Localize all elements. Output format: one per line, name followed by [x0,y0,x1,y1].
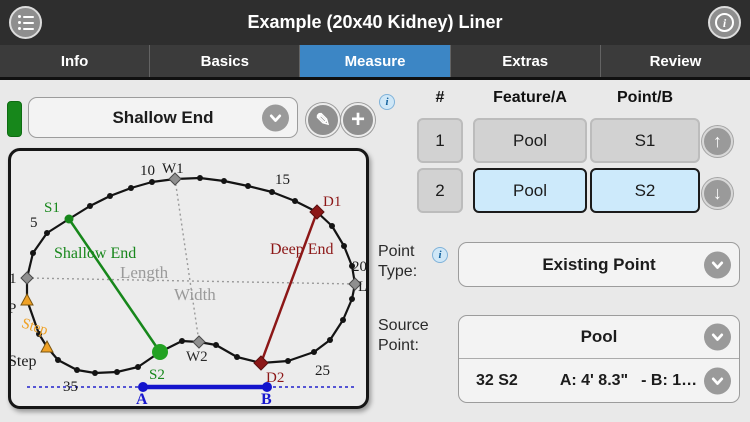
info-button[interactable]: i [708,6,741,39]
point-type-info-icon[interactable]: i [432,247,448,263]
label-w1: W1 [162,161,184,177]
label-l: L [358,279,366,295]
tab-info[interactable]: Info [0,45,151,77]
row1-feature-cell[interactable]: Pool [473,118,587,163]
info-icon: i [715,13,734,32]
source-feature-dropdown[interactable]: Pool [459,316,739,359]
label-a: A [136,391,148,406]
step-point-label: P [11,301,16,317]
source-point-measure-a: A: 4' 8.3" [559,372,629,389]
move-down-button[interactable]: ↓ [702,178,733,209]
point-b-marker[interactable] [262,382,272,392]
column-header-number: # [435,89,445,106]
source-point-measure-b: - B: 1… [641,372,698,389]
perimeter-dots [30,175,355,376]
column-header-point: Point/B [617,89,673,106]
pencil-icon: ✎ [315,109,331,130]
perimeter-label-10: 10 [140,163,155,179]
shallow-end-line [67,218,162,353]
label-b: B [261,391,272,406]
perimeter-label-1: 1 [11,271,17,287]
pool-diagram: 1 5 10 15 20 25 35 L W1 W2 S1 S2 D1 D2 S… [8,148,369,409]
table-info-icon[interactable]: i [379,94,395,110]
perimeter-label-15: 15 [275,172,290,188]
label-s2: S2 [149,367,165,383]
list-icon [17,15,34,30]
chevron-down-icon [704,367,731,395]
source-point-id: 32 S2 [476,372,518,389]
tab-review[interactable]: Review [649,52,702,70]
tab-divider [0,77,750,80]
perimeter-label-35: 35 [63,379,78,395]
perimeter-label-20: 20 [352,259,366,275]
row2-feature-cell[interactable]: Pool [473,168,587,213]
page-title: Example (20x40 Kidney) Liner [247,12,503,32]
source-point-dropdown[interactable]: 32 S2 A: 4' 8.3" - B: 1… [459,359,739,402]
plus-icon: + [350,106,365,133]
pool-outline [25,176,357,375]
row1-number-cell: 1 [417,118,463,163]
point-s1-marker[interactable] [64,214,74,224]
move-up-button[interactable]: ↑ [702,126,733,157]
row2-number-cell: 2 [417,168,463,213]
deep-end-label: Deep End [270,241,334,258]
column-header-feature: Feature/A [493,89,567,106]
shallow-end-label: Shallow End [54,245,136,262]
step-label-orange: Step [19,316,49,339]
tab-measure[interactable]: Measure [300,45,451,77]
feature-selector-value: Shallow End [112,107,214,127]
perimeter-label-25: 25 [315,363,330,379]
source-point-box: Pool 32 S2 A: 4' 8.3" - B: 1… [458,315,740,403]
length-label: Length [120,263,169,282]
arrow-up-icon: ↑ [713,131,722,151]
arrow-down-icon: ↓ [713,183,722,203]
row1-point-cell[interactable]: S1 [590,118,700,163]
label-d1: D1 [323,194,341,210]
point-s2-marker[interactable] [152,344,168,360]
perimeter-label-5: 5 [30,215,38,231]
point-type-label: Point Type: [378,243,418,280]
edit-feature-button[interactable]: ✎ [306,103,340,137]
feature-selector-dropdown[interactable]: Shallow End [28,97,298,138]
source-point-label: Source Point: [378,317,429,354]
chevron-down-icon [704,251,731,278]
point-l-marker[interactable] [348,277,362,291]
step-point-1-marker[interactable] [20,292,34,306]
point-d2-marker[interactable] [253,355,269,371]
width-label: Width [174,285,216,304]
chevron-down-icon [262,104,289,131]
feature-color-handle[interactable] [7,101,22,137]
tab-basics[interactable]: Basics [150,45,301,77]
point-1-marker[interactable] [20,271,34,285]
source-feature-value: Pool [580,327,618,346]
step-label: Step [11,353,36,370]
title-bar: Example (20x40 Kidney) Liner i [0,0,750,45]
label-d2: D2 [266,370,284,386]
point-a-marker[interactable] [138,382,148,392]
row2-point-cell[interactable]: S2 [590,168,700,213]
menu-button[interactable] [9,6,42,39]
chevron-down-icon [704,323,731,351]
point-w2-marker[interactable] [192,335,206,349]
label-s1: S1 [44,200,60,216]
label-w2: W2 [186,349,208,365]
point-d1-marker[interactable] [309,204,325,220]
point-type-value: Existing Point [542,254,656,274]
deep-end-line [259,211,319,364]
width-guide-line [174,178,200,343]
tab-bar: Info Basics Measure Extras Review [0,45,750,77]
tab-extras[interactable]: Extras [451,45,601,77]
point-type-dropdown[interactable]: Existing Point [458,242,740,287]
pool-diagram-canvas: 1 5 10 15 20 25 35 L W1 W2 S1 S2 D1 D2 S… [11,161,366,406]
point-w1-marker[interactable] [168,172,182,186]
step-point-2-marker[interactable] [40,339,54,353]
add-feature-button[interactable]: + [341,103,375,137]
